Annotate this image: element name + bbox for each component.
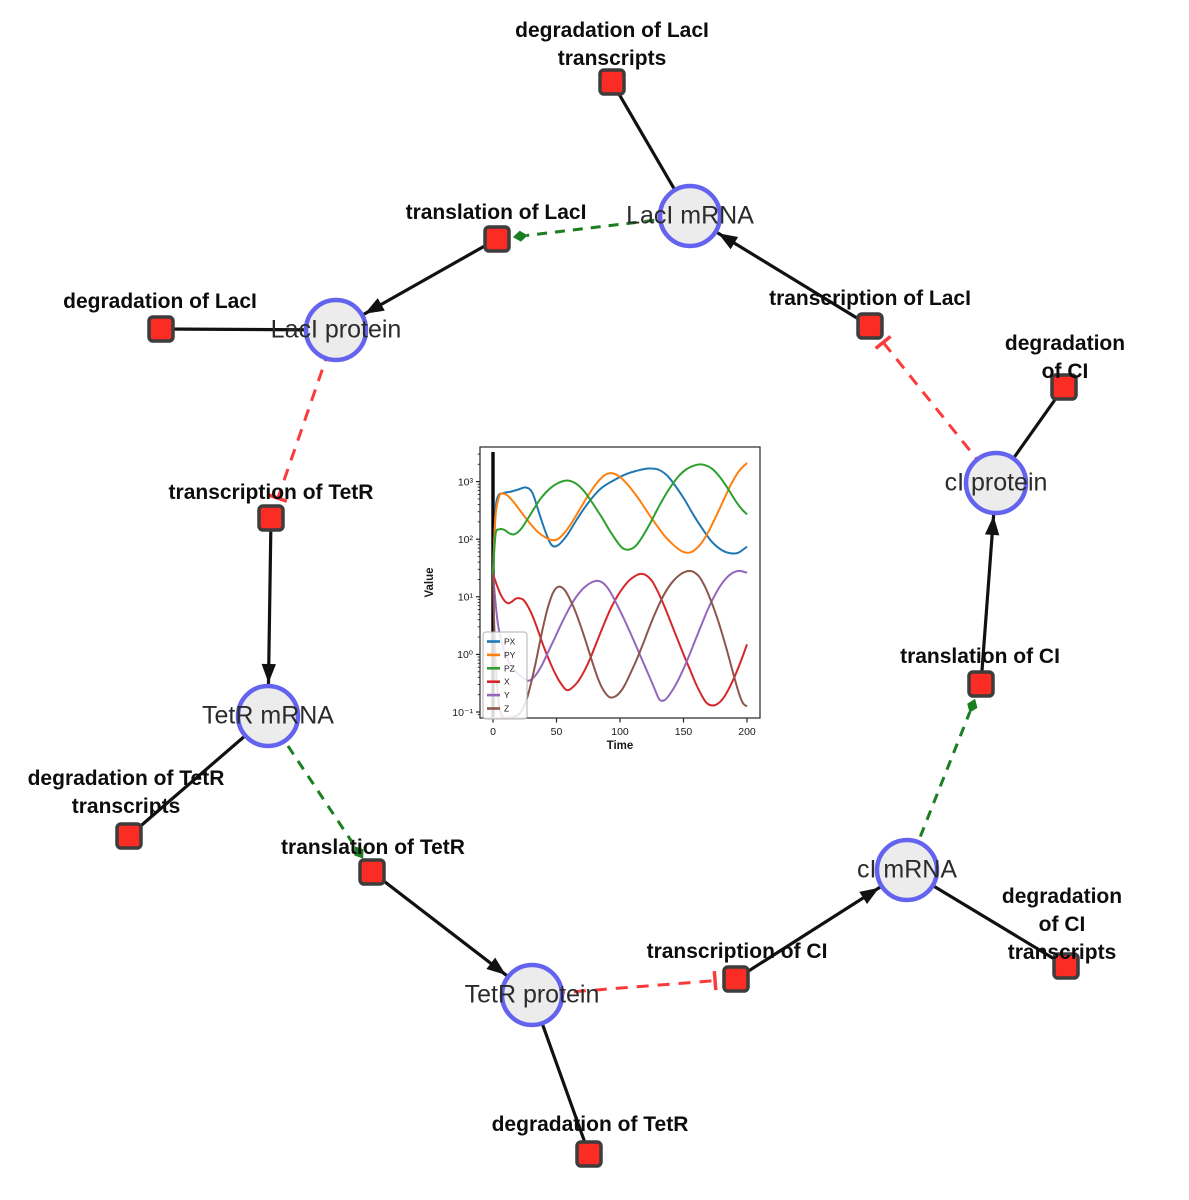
species-node-tetR_mRNA[interactable] bbox=[235, 683, 301, 749]
reaction-label-tc_cI: transcription of CI bbox=[646, 940, 828, 963]
reaction-node-tc_cI[interactable] bbox=[722, 965, 750, 993]
species-node-cI_protein[interactable] bbox=[963, 450, 1029, 516]
series-line-PY bbox=[492, 462, 748, 574]
production-arrowhead-icon bbox=[261, 663, 276, 684]
species-label-tetR_protein: TetR protein bbox=[464, 980, 600, 1009]
x-tick-label: 200 bbox=[738, 726, 756, 738]
reaction-label-deg_lacI: degradation of LacI bbox=[63, 290, 257, 313]
production-arrowhead-icon bbox=[859, 887, 880, 905]
inhibition-tbar-icon bbox=[268, 493, 288, 503]
reaction-label-deg_cI_tx: degradation of CI transcripts bbox=[1001, 885, 1123, 964]
legend-label-PY: PY bbox=[504, 650, 516, 660]
y-tick-label: 10² bbox=[458, 534, 474, 546]
reaction-node-tl_cI[interactable] bbox=[967, 670, 995, 698]
modifier-diamond-icon bbox=[354, 846, 364, 859]
species-node-cI_mRNA[interactable] bbox=[874, 837, 940, 903]
reaction-label-deg_cI: degradation of CI bbox=[1004, 332, 1126, 383]
legend-label-X: X bbox=[504, 677, 510, 687]
reaction-label-tc_tetR: transcription of TetR bbox=[168, 481, 374, 504]
reaction-label-deg_lacI_tx: degradation of LacI transcripts bbox=[515, 19, 709, 70]
reaction-label-tc_lacI: transcription of LacI bbox=[769, 287, 971, 310]
species-label-tetR_mRNA: TetR mRNA bbox=[202, 701, 334, 730]
production-arrowhead-icon bbox=[984, 515, 1000, 536]
legend-label-PX: PX bbox=[504, 637, 516, 647]
reaction-node-tl_tetR[interactable] bbox=[358, 858, 386, 886]
reaction-node-tl_lacI[interactable] bbox=[483, 225, 511, 253]
species-node-lacI_protein[interactable] bbox=[303, 297, 369, 363]
legend-label-Y: Y bbox=[504, 690, 510, 700]
reaction-label-deg_tetR: degradation of TetR bbox=[491, 1113, 689, 1136]
y-tick-label: 10⁰ bbox=[457, 649, 474, 661]
reaction-node-deg_tetR_tx[interactable] bbox=[115, 822, 143, 850]
modifier-diamond-icon bbox=[512, 230, 528, 242]
reaction-node-deg_cI[interactable] bbox=[1050, 373, 1078, 401]
x-tick-label: 100 bbox=[611, 726, 629, 738]
inhibition-tbar-icon bbox=[712, 971, 718, 991]
reaction-node-tc_tetR[interactable] bbox=[257, 504, 285, 532]
reaction-label-tl_cI: translation of CI bbox=[900, 645, 1060, 668]
species-label-lacI_protein: LacI protein bbox=[270, 315, 402, 344]
x-tick-label: 0 bbox=[490, 726, 496, 738]
reaction-node-deg_cI_tx[interactable] bbox=[1052, 952, 1080, 980]
x-tick-label: 50 bbox=[551, 726, 563, 738]
y-tick-label: 10¹ bbox=[458, 592, 474, 604]
production-arrowhead-icon bbox=[718, 233, 739, 250]
production-arrowhead-icon bbox=[364, 298, 385, 314]
y-tick-label: 10⁻¹ bbox=[452, 707, 473, 719]
time-series-plot: 10⁻¹ 10⁰ 10¹ 10² 10³ 0 50 100 150 200 Time Value PX P… bbox=[420, 430, 780, 770]
reaction-node-deg_tetR[interactable] bbox=[575, 1140, 603, 1168]
reaction-node-deg_lacI_tx[interactable] bbox=[598, 68, 626, 96]
modifier-diamond-icon bbox=[967, 698, 978, 713]
series-line-X bbox=[492, 572, 748, 707]
legend-label-Z: Z bbox=[504, 704, 509, 714]
y-tick-label: 10³ bbox=[458, 476, 474, 488]
species-label-lacI_mRNA: LacI mRNA bbox=[626, 201, 754, 230]
species-label-cI_mRNA: cI mRNA bbox=[857, 855, 957, 884]
reaction-label-tl_lacI: translation of LacI bbox=[405, 201, 587, 224]
reaction-label-tl_tetR: translation of TetR bbox=[281, 836, 465, 859]
production-arrowhead-icon bbox=[486, 957, 506, 975]
x-axis-title: Time bbox=[607, 740, 634, 752]
y-axis-title: Value bbox=[424, 567, 436, 597]
reaction-node-deg_lacI[interactable] bbox=[147, 315, 175, 343]
inhibition-tbar-icon bbox=[874, 335, 892, 350]
reaction-label-deg_tetR_tx: degradation of TetR transcripts bbox=[27, 767, 225, 818]
species-node-lacI_mRNA[interactable] bbox=[657, 183, 723, 249]
reaction-node-tc_lacI[interactable] bbox=[856, 312, 884, 340]
series-line-PX bbox=[492, 467, 748, 574]
species-label-cI_protein: cI protein bbox=[944, 468, 1048, 497]
species-node-tetR_protein[interactable] bbox=[499, 962, 565, 1028]
legend-label-PZ: PZ bbox=[504, 663, 515, 673]
series-line-PZ bbox=[492, 463, 748, 574]
x-tick-label: 150 bbox=[675, 726, 693, 738]
